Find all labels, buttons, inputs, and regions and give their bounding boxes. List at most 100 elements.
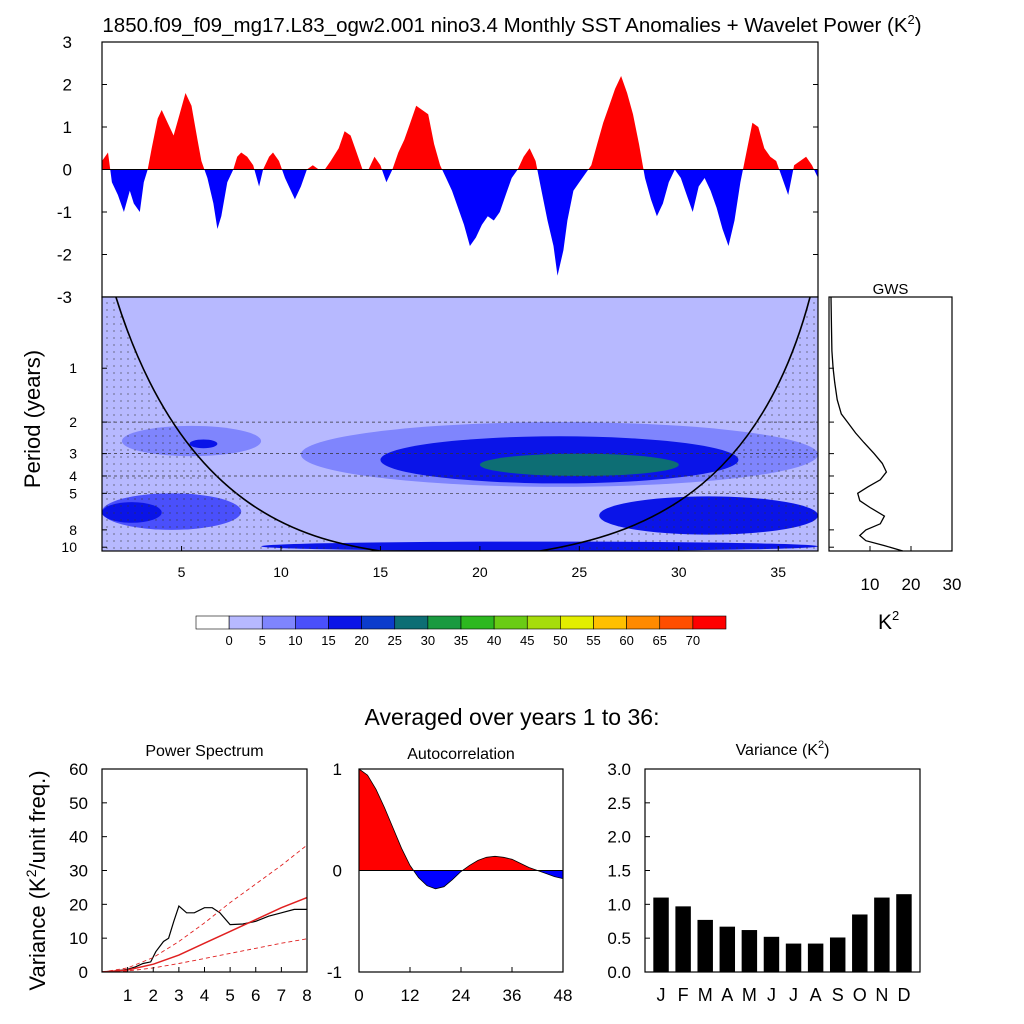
variance-month-label: J [767, 985, 776, 1005]
wavelet-contours [102, 297, 818, 551]
ps-ytick-label: 40 [69, 828, 88, 847]
ts-ytick-label: 3 [63, 33, 72, 52]
variance-month-label: M [698, 985, 713, 1005]
ac-positive-area [359, 769, 563, 871]
variance-month-label: J [789, 985, 798, 1005]
colorbar-swatch [593, 615, 627, 630]
variance-month-label: O [853, 985, 867, 1005]
ac-xtick-label: 0 [354, 986, 363, 1005]
ps-frame [101, 768, 308, 973]
colorbar-swatch [295, 615, 329, 630]
ps-xtick-label: 7 [277, 986, 286, 1005]
colorbar-label: 10 [288, 633, 302, 648]
gws-xtick-label: 10 [861, 575, 880, 594]
coi-line [115, 297, 811, 551]
ts-ytick-label: -2 [57, 246, 72, 265]
variance-title: Variance (K2) [736, 739, 830, 759]
colorbar-label: 60 [619, 633, 633, 648]
colorbar-label: 15 [321, 633, 335, 648]
wavelet-xtick-label: 35 [770, 564, 786, 580]
ac-ytick-label: 0 [333, 862, 342, 881]
ps-ytick-label: 20 [69, 895, 88, 914]
gws-xtick-label: 20 [902, 575, 921, 594]
variance-month-label: N [875, 985, 888, 1005]
colorbar-label: 25 [388, 633, 402, 648]
ac-xtick-label: 36 [503, 986, 522, 1005]
ps-ylabel: Variance (K2/unit freq.) [23, 770, 50, 990]
ts-negative-area [102, 169, 818, 276]
colorbar-swatch [328, 615, 362, 630]
gws-xlabel-text: K [878, 611, 892, 634]
colorbar-label: 5 [259, 633, 266, 648]
ps-ylabel-superscript: 2 [23, 869, 39, 877]
wavelet-ytick-label: 1 [69, 360, 77, 376]
variance-panel: J F M A M J J A S O N D0.00.51.01.52.02.53.0Varianc… [607, 739, 921, 1005]
ps-xtick-label: 3 [174, 986, 183, 1005]
colorbar-label: 65 [653, 633, 667, 648]
colorbar-label: 35 [454, 633, 468, 648]
ac-ytick-label: -1 [327, 963, 342, 982]
variance-month-label: M [742, 985, 757, 1005]
variance-title-end: ) [824, 742, 829, 759]
variance-bar [829, 937, 846, 972]
colorbar-label: 70 [686, 633, 700, 648]
colorbar-label: 0 [226, 633, 233, 648]
colorbar-swatch [659, 615, 694, 630]
colorbar-swatch [560, 615, 594, 630]
variance-ytick-label: 1.5 [607, 862, 631, 881]
ts-ytick-label: 1 [63, 118, 72, 137]
wavelet-xtick-label: 30 [671, 564, 687, 580]
gws-xlabel-superscript: 2 [892, 608, 899, 623]
colorbar-swatch [394, 615, 429, 630]
variance-month-label: A [721, 985, 733, 1005]
wavelet-xtick-label: 25 [572, 564, 588, 580]
variance-month-label: D [897, 985, 910, 1005]
ac-title: Autocorrelation [407, 746, 515, 763]
variance-title-superscript: 2 [818, 739, 824, 751]
variance-ytick-label: 0.5 [607, 929, 631, 948]
wavelet-ytick-label: 5 [69, 485, 77, 501]
variance-bar [874, 897, 890, 972]
ac-xtick-label: 12 [401, 986, 420, 1005]
colorbar-swatch [261, 615, 296, 630]
gws-panel: 10 20 30 GWS K2 [828, 281, 961, 634]
variance-bar [697, 919, 713, 972]
variance-ytick-label: 0.0 [607, 963, 631, 982]
ac-xtick-label: 48 [554, 986, 573, 1005]
variance-bar [785, 943, 802, 972]
ac-xtick-label: 24 [452, 986, 471, 1005]
ps-ytick-label: 60 [69, 760, 88, 779]
ps-xtick-label: 2 [149, 986, 158, 1005]
variance-bar [675, 906, 691, 972]
ps-ytick-label: 10 [69, 929, 88, 948]
wavelet-region [479, 453, 679, 476]
wavelet-xtick-label: 10 [273, 564, 289, 580]
ts-ytick-label: 2 [63, 76, 72, 95]
variance-title-start: Variance (K [736, 742, 819, 759]
ps-xtick-label: 8 [302, 986, 311, 1005]
wavelet-xtick-label: 20 [472, 564, 488, 580]
ps-xtick-label: 1 [123, 986, 132, 1005]
variance-ytick-label: 1.0 [607, 895, 631, 914]
colorbar-swatch [460, 615, 495, 630]
ps-series-spectrum [102, 904, 307, 972]
ps-series-red-noise [102, 896, 307, 972]
averaged-subtitle: Averaged over years 1 to 36: [365, 704, 660, 730]
colorbar-label: 50 [553, 633, 567, 648]
colorbar-swatch [361, 615, 396, 630]
ps-xtick-label: 4 [200, 986, 209, 1005]
colorbar-swatch [526, 615, 561, 630]
variance-ytick-label: 2.5 [607, 794, 631, 813]
coi-stipple [102, 297, 818, 551]
ps-xtick-label: 5 [225, 986, 234, 1005]
variance-bar [653, 897, 669, 972]
ps-ytick-label: 0 [79, 963, 88, 982]
autocorrelation-panel: -1 0 1 0 12 24 36 48 Autocorrelation [327, 746, 573, 1005]
ts-ytick-label: -1 [57, 203, 72, 222]
gws-title: GWS [873, 281, 909, 298]
variance-month-label: J [657, 985, 666, 1005]
colorbar-label: 45 [520, 633, 534, 648]
variance-ytick-label: 3.0 [607, 760, 631, 779]
ts-positive-area [102, 76, 818, 170]
